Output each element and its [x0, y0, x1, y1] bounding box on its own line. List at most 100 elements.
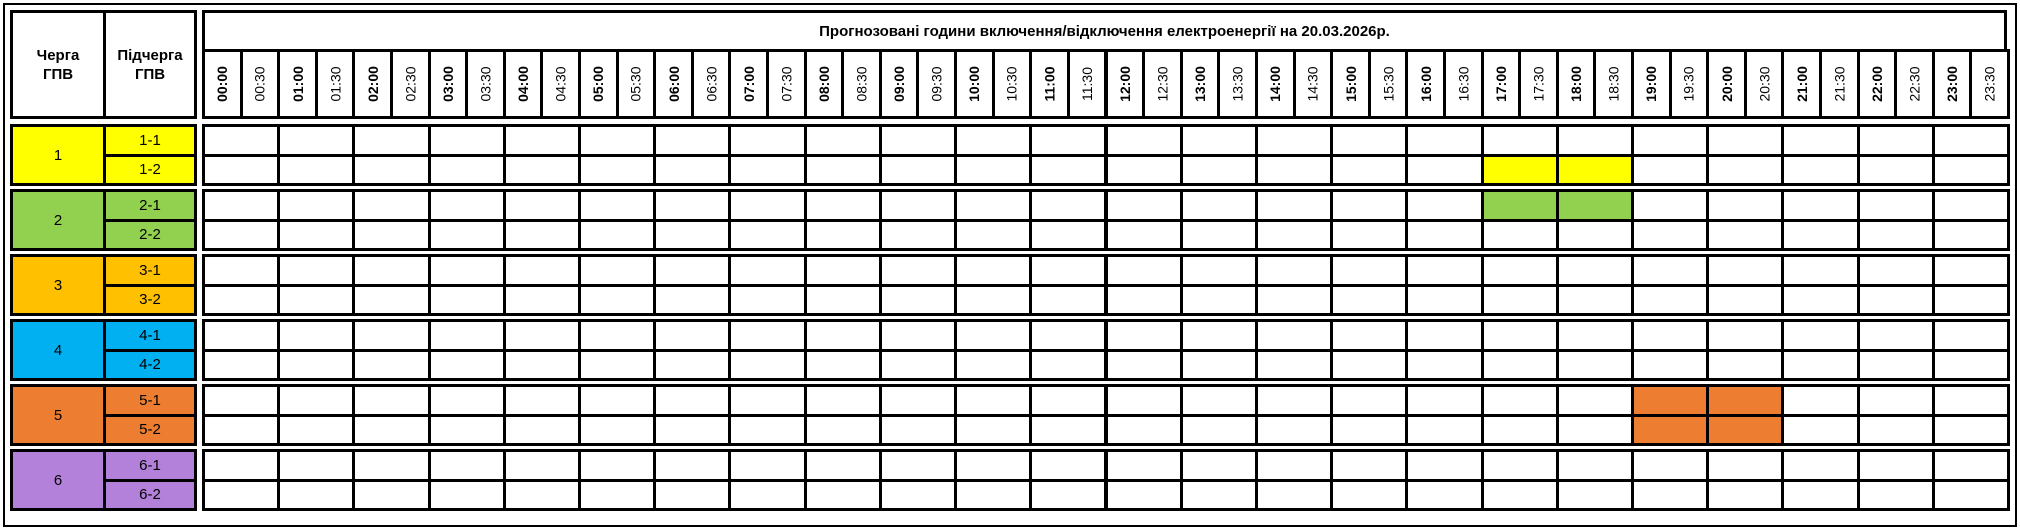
- time-slot-header-text: 12:00: [1116, 66, 1133, 102]
- time-slot-header: 22:00: [1856, 49, 1898, 119]
- queue-header: Черга ГПВ: [10, 10, 106, 119]
- time-slot-header-text: 18:00: [1568, 66, 1585, 102]
- hour-cell: [1555, 319, 1634, 352]
- hour-cell: [954, 413, 1033, 446]
- outage-cell: [1480, 153, 1559, 186]
- hour-cell: [878, 153, 958, 186]
- hour-cell: [277, 283, 356, 316]
- hour-cell: [728, 254, 807, 287]
- time-slot-header-text: 07:30: [778, 66, 795, 102]
- hour-cell: [1706, 218, 1785, 251]
- hour-cell: [803, 153, 882, 186]
- hour-cell: [878, 283, 958, 316]
- time-slot-header-text: 15:00: [1342, 66, 1359, 102]
- time-slot-header-text: 00:30: [251, 66, 268, 102]
- hour-cell: [352, 153, 431, 186]
- hour-cell: [1555, 283, 1634, 316]
- time-slot-header-text: 07:00: [740, 66, 757, 102]
- hour-cell: [1630, 348, 1710, 381]
- hour-cell: [954, 449, 1033, 482]
- hour-cell: [1104, 218, 1183, 251]
- subqueue-cell-5-2-text: 5-2: [139, 421, 161, 439]
- subqueue-cell-6-2-text: 6-2: [139, 486, 161, 504]
- hour-cell: [1029, 384, 1108, 417]
- hour-cell: [1029, 348, 1108, 381]
- hour-cell: [1179, 254, 1258, 287]
- hour-cell: [1405, 218, 1484, 251]
- hour-cell: [1179, 153, 1258, 186]
- hour-cell: [1856, 283, 1935, 316]
- subqueue-cell-4-2-text: 4-2: [139, 356, 161, 374]
- hour-cell: [803, 449, 882, 482]
- hour-cell: [502, 283, 582, 316]
- time-slot-header: 05:00: [578, 49, 619, 119]
- hour-cell: [352, 319, 431, 352]
- hour-cell: [954, 189, 1033, 222]
- subqueue-cell-3-1-text: 3-1: [139, 261, 161, 279]
- hour-cell: [578, 384, 657, 417]
- time-slot-header: 21:00: [1781, 49, 1822, 119]
- hour-cell: [878, 319, 958, 352]
- hour-cell: [352, 413, 431, 446]
- time-slot-header: 15:30: [1367, 49, 1409, 119]
- subqueue-cell-5-1-text: 5-1: [139, 391, 161, 409]
- time-slot-header-text: 19:30: [1680, 66, 1697, 102]
- subqueue-cell-6-2: 6-2: [103, 478, 197, 511]
- time-slot-header-text: 14:30: [1304, 66, 1321, 102]
- subqueue-cell-2-2: 2-2: [103, 218, 197, 251]
- hour-cell: [502, 218, 582, 251]
- hour-cell: [578, 254, 657, 287]
- time-slot-header: 08:00: [803, 49, 845, 119]
- hour-cell: [1405, 384, 1484, 417]
- hour-cell: [1029, 218, 1108, 251]
- time-slot-header: 18:00: [1555, 49, 1597, 119]
- hour-cell: [1029, 449, 1108, 482]
- hour-cell: [1480, 449, 1559, 482]
- hour-cell: [1405, 413, 1484, 446]
- hour-cell: [1179, 124, 1258, 157]
- hour-cell: [352, 348, 431, 381]
- hour-cell: [1405, 449, 1484, 482]
- hour-cell: [1856, 319, 1935, 352]
- schedule-title: Прогнозовані години включення/відключенн…: [202, 10, 2007, 52]
- time-slot-header-text: 05:00: [590, 66, 607, 102]
- hour-cell: [1931, 124, 2010, 157]
- time-slot-header-text: 03:30: [477, 66, 494, 102]
- outage-cell: [1706, 384, 1785, 417]
- hour-cell: [728, 218, 807, 251]
- hour-cell: [878, 384, 958, 417]
- time-slot-header: 00:00: [202, 49, 243, 119]
- subqueue-cell-4-2: 4-2: [103, 348, 197, 381]
- hour-cell: [427, 153, 506, 186]
- time-slot-header: 17:30: [1518, 49, 1559, 119]
- time-slot-header-text: 17:30: [1530, 66, 1547, 102]
- hour-cell: [1555, 124, 1634, 157]
- time-slot-header-text: 11:30: [1079, 67, 1096, 101]
- hour-cell: [1781, 319, 1860, 352]
- hour-cell: [653, 218, 732, 251]
- hour-cell: [1029, 283, 1108, 316]
- hour-cell: [277, 319, 356, 352]
- hour-cell: [1405, 283, 1484, 316]
- hour-cell: [653, 254, 732, 287]
- time-slot-header: 04:30: [540, 49, 582, 119]
- hour-cell: [427, 478, 506, 511]
- hour-cell: [1781, 254, 1860, 287]
- time-slot-header: 20:30: [1743, 49, 1785, 119]
- time-slot-header: 07:30: [766, 49, 807, 119]
- hour-cell: [502, 319, 582, 352]
- hour-cell: [427, 218, 506, 251]
- hour-cell: [1029, 153, 1108, 186]
- hour-cell: [1179, 478, 1258, 511]
- outage-cell: [1706, 413, 1785, 446]
- hour-cell: [954, 124, 1033, 157]
- hour-cell: [277, 218, 356, 251]
- hour-cell: [277, 384, 356, 417]
- hour-cell: [427, 449, 506, 482]
- hour-cell: [1179, 348, 1258, 381]
- hour-cell: [1706, 319, 1785, 352]
- hour-cell: [1330, 218, 1409, 251]
- hour-cell: [1330, 478, 1409, 511]
- time-slot-header: 23:30: [1969, 49, 2010, 119]
- hour-cell: [277, 449, 356, 482]
